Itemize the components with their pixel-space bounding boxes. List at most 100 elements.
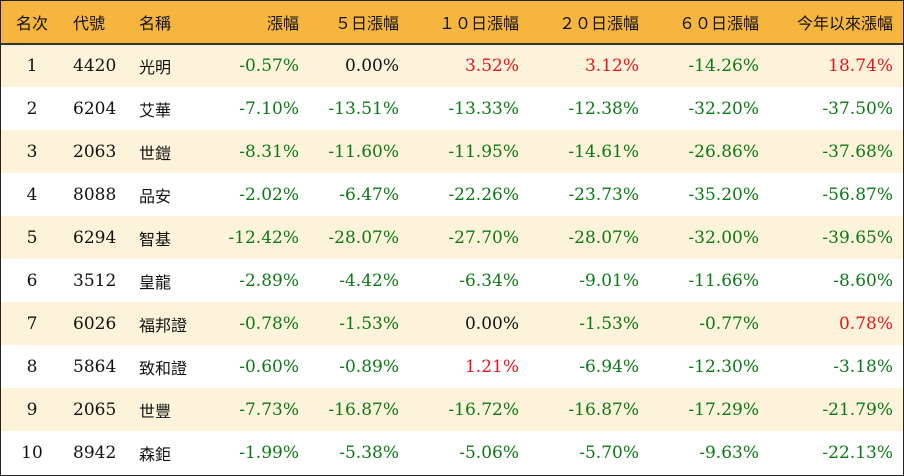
change-5d-cell: -5.38%: [339, 442, 399, 463]
rank-cell: 5: [26, 227, 38, 248]
code-cell: 2063: [73, 141, 117, 162]
change-20d-cell: -6.94%: [579, 356, 639, 377]
change-cell: -2.02%: [239, 184, 299, 205]
change-60d-cell: -17.29%: [688, 399, 759, 420]
rank-cell: 3: [26, 141, 38, 162]
table-row[interactable]: 7 6026 福邦證 -0.78% -1.53% 0.00% -1.53% -0.77% 0.7…: [1, 302, 903, 345]
change-60d-cell: -26.86%: [688, 141, 759, 162]
change-10d-cell: -5.06%: [459, 442, 519, 463]
change-ytd-cell: -3.18%: [833, 356, 893, 377]
name-cell: 皇龍: [139, 272, 172, 292]
rank-cell: 6: [26, 270, 38, 291]
header-code[interactable]: 代號: [63, 1, 129, 45]
change-ytd-cell: -37.68%: [822, 141, 893, 162]
name-cell: 世鎧: [139, 143, 172, 163]
change-cell: -0.78%: [239, 313, 299, 334]
code-cell: 3512: [73, 270, 117, 291]
change-10d-cell: -22.26%: [448, 184, 519, 205]
rank-cell: 7: [26, 313, 38, 334]
header-change-20d[interactable]: ２０日漲幅: [529, 1, 649, 45]
change-ytd-cell: -56.87%: [822, 184, 893, 205]
change-20d-cell: -1.53%: [579, 313, 639, 334]
table-row[interactable]: 6 3512 皇龍 -2.89% -4.42% -6.34% -9.01% -11.66% -8…: [1, 259, 903, 302]
code-cell: 6204: [73, 98, 117, 119]
change-20d-cell: 3.12%: [584, 56, 639, 76]
rank-cell: 1: [26, 56, 38, 76]
code-cell: 5864: [73, 356, 117, 377]
change-60d-cell: -11.66%: [688, 270, 759, 291]
change-cell: -8.31%: [239, 141, 299, 162]
change-5d-cell: 0.00%: [344, 56, 399, 76]
name-cell: 致和證: [139, 358, 188, 378]
table-row[interactable]: 9 2065 世豐 -7.73% -16.87% -16.72% -16.87% -17.29…: [1, 388, 903, 431]
change-10d-cell: -27.70%: [448, 227, 519, 248]
change-10d-cell: 3.52%: [464, 56, 519, 76]
change-10d-cell: -6.34%: [459, 270, 519, 291]
code-cell: 6026: [73, 313, 117, 334]
change-20d-cell: -23.73%: [568, 184, 639, 205]
change-60d-cell: -35.20%: [688, 184, 759, 205]
change-5d-cell: -13.51%: [328, 98, 399, 119]
change-10d-cell: 0.00%: [464, 313, 519, 334]
change-ytd-cell: -21.79%: [822, 399, 893, 420]
change-60d-cell: -32.00%: [688, 227, 759, 248]
table-row[interactable]: 5 6294 智基 -12.42% -28.07% -27.70% -28.07% -32.0…: [1, 216, 903, 259]
change-10d-cell: -13.33%: [448, 98, 519, 119]
change-5d-cell: -1.53%: [339, 313, 399, 334]
table-row[interactable]: 10 8942 森鉅 -1.99% -5.38% -5.06% -5.70% -9.63% -2…: [1, 431, 903, 474]
name-cell: 智基: [139, 229, 172, 249]
code-cell: 2065: [73, 399, 117, 420]
change-ytd-cell: -37.50%: [822, 98, 893, 119]
header-change-10d[interactable]: １０日漲幅: [409, 1, 529, 45]
change-ytd-cell: -22.13%: [822, 442, 893, 463]
header-rank[interactable]: 名次: [1, 1, 63, 45]
header-change[interactable]: 漲幅: [215, 1, 309, 45]
table-body: 1 4420 光明 -0.57% 0.00% 3.52% 3.12% -14.26% 18.74…: [1, 44, 903, 474]
header-change-5d[interactable]: ５日漲幅: [309, 1, 409, 45]
change-60d-cell: -32.20%: [688, 98, 759, 119]
change-5d-cell: -11.60%: [328, 141, 399, 162]
name-cell: 世豐: [139, 401, 172, 421]
change-cell: -2.89%: [239, 270, 299, 291]
change-cell: -12.42%: [228, 227, 299, 248]
table-row[interactable]: 3 2063 世鎧 -8.31% -11.60% -11.95% -14.61% -26.86…: [1, 130, 903, 173]
header-name[interactable]: 名稱: [129, 1, 215, 45]
change-cell: -1.99%: [239, 442, 299, 463]
name-cell: 艾華: [139, 100, 172, 120]
code-cell: 8942: [73, 442, 117, 463]
change-5d-cell: -0.89%: [339, 356, 399, 377]
table-row[interactable]: 4 8088 品安 -2.02% -6.47% -22.26% -23.73% -35.20%…: [1, 173, 903, 216]
code-cell: 6294: [73, 227, 117, 248]
change-5d-cell: -28.07%: [328, 227, 399, 248]
rank-cell: 9: [26, 399, 38, 420]
header-change-60d[interactable]: ６０日漲幅: [649, 1, 769, 45]
change-ytd-cell: -8.60%: [833, 270, 893, 291]
change-20d-cell: -12.38%: [568, 98, 639, 119]
change-ytd-cell: 0.78%: [838, 313, 893, 334]
change-10d-cell: -16.72%: [448, 399, 519, 420]
change-5d-cell: -6.47%: [339, 184, 399, 205]
change-20d-cell: -28.07%: [568, 227, 639, 248]
table-row[interactable]: 1 4420 光明 -0.57% 0.00% 3.52% 3.12% -14.26% 18.74…: [1, 44, 903, 87]
change-60d-cell: -12.30%: [688, 356, 759, 377]
change-cell: -0.60%: [239, 356, 299, 377]
change-10d-cell: 1.21%: [464, 356, 519, 377]
change-20d-cell: -9.01%: [579, 270, 639, 291]
rank-cell: 4: [26, 184, 38, 205]
table-row[interactable]: 2 6204 艾華 -7.10% -13.51% -13.33% -12.38% -32.20…: [1, 87, 903, 130]
change-ytd-cell: -39.65%: [822, 227, 893, 248]
change-20d-cell: -16.87%: [568, 399, 639, 420]
rank-cell: 8: [26, 356, 38, 377]
change-5d-cell: -4.42%: [339, 270, 399, 291]
change-5d-cell: -16.87%: [328, 399, 399, 420]
name-cell: 福邦證: [139, 315, 188, 335]
change-20d-cell: -5.70%: [579, 442, 639, 463]
change-cell: -0.57%: [239, 56, 299, 76]
table-row[interactable]: 8 5864 致和證 -0.60% -0.89% 1.21% -6.94% -12.30% -3…: [1, 345, 903, 388]
code-cell: 8088: [73, 184, 117, 205]
rank-cell: 2: [26, 98, 38, 119]
change-60d-cell: -0.77%: [699, 313, 759, 334]
header-change-ytd[interactable]: 今年以來漲幅: [769, 1, 903, 45]
